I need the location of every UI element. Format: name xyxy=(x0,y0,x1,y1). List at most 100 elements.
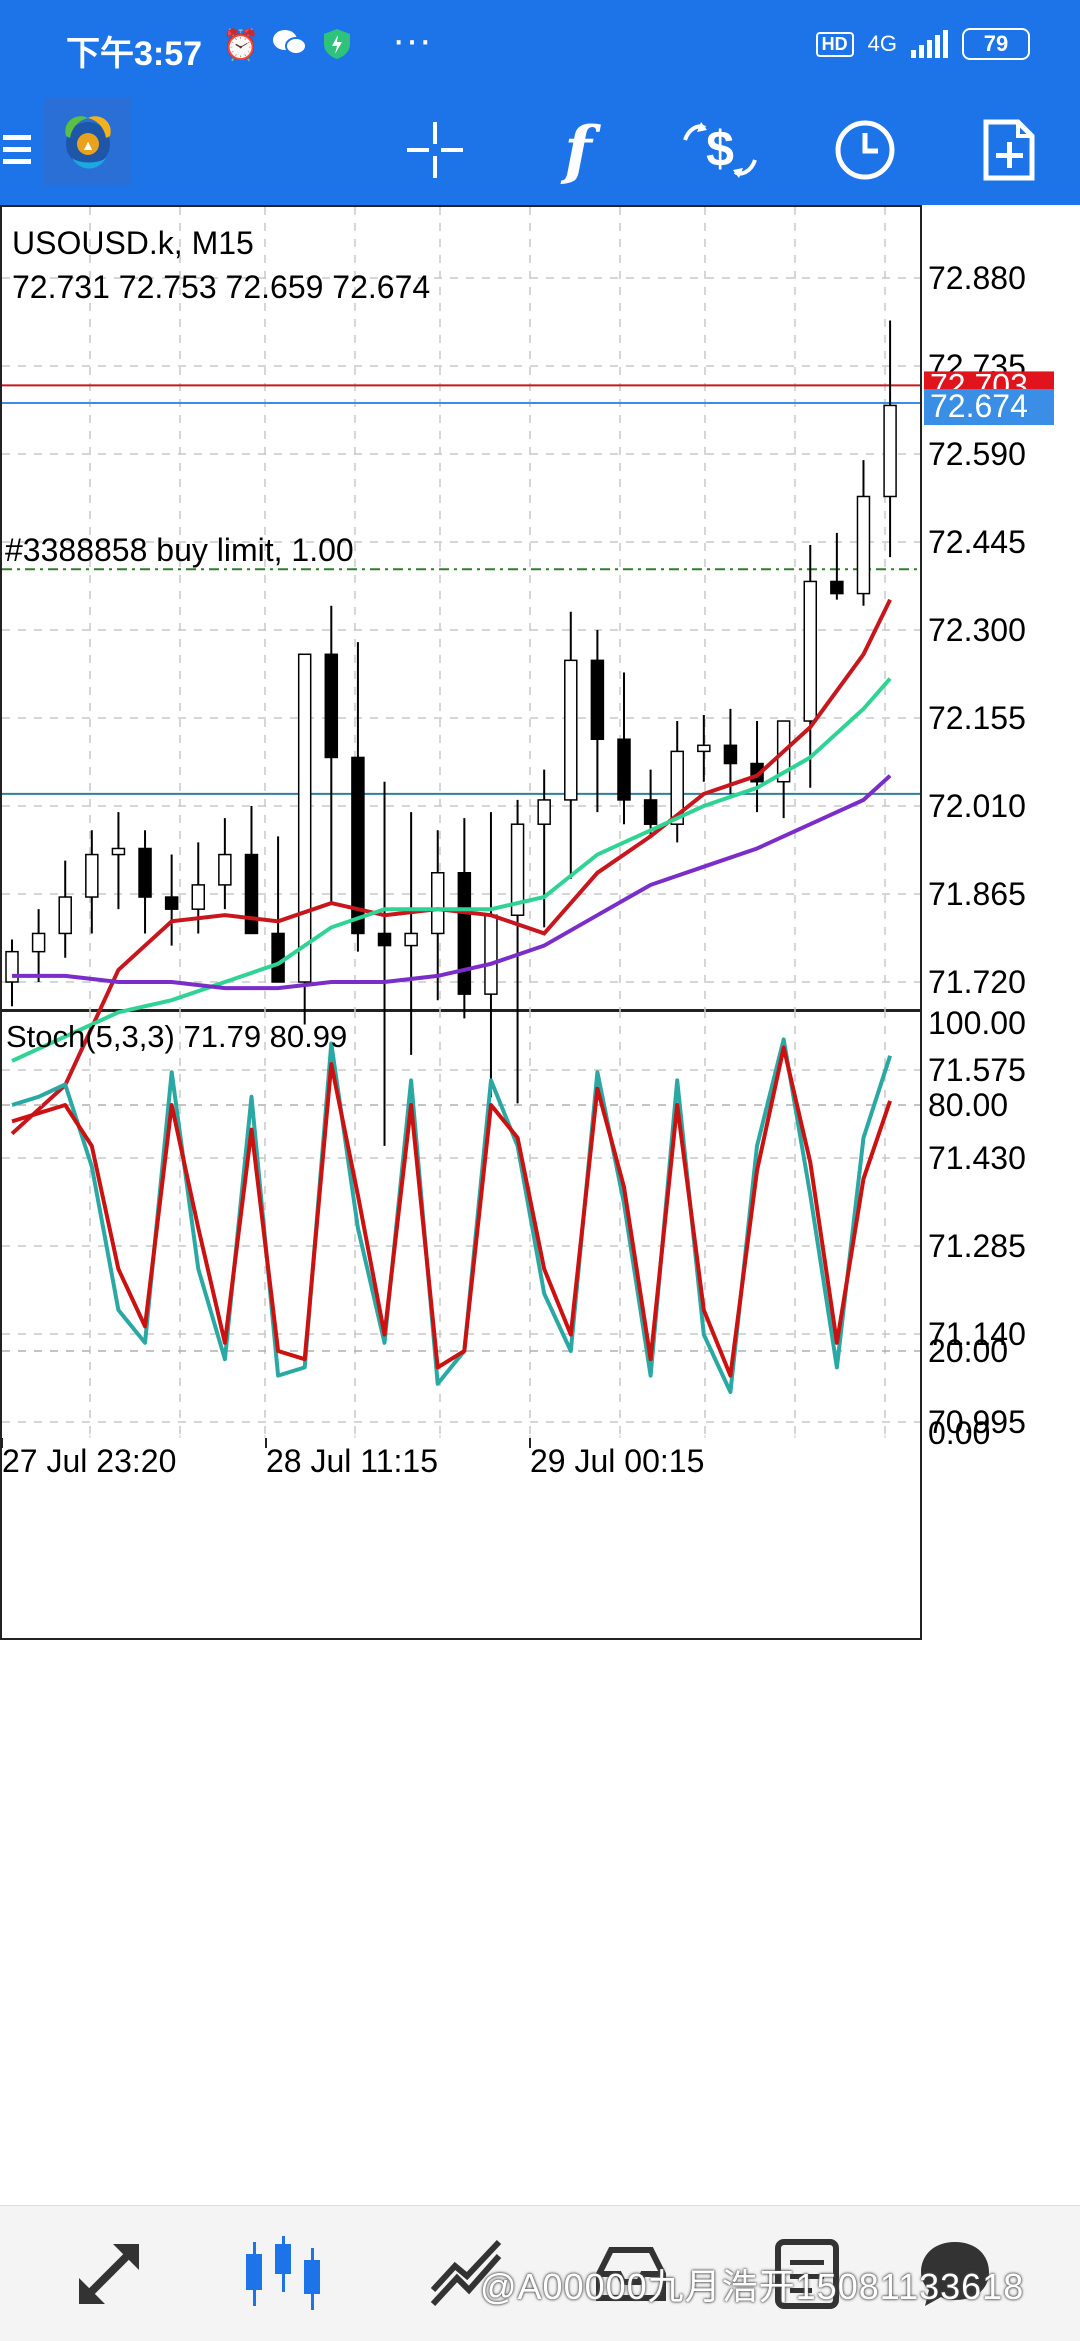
price-chart[interactable]: 72.88072.73572.59072.44572.30072.15572.0… xyxy=(0,205,1080,2205)
moving-average-line xyxy=(11,677,892,1063)
toolbar: ▲ f $ xyxy=(0,95,1080,205)
bid-price-tag xyxy=(924,389,1054,426)
bottom-navigation: @A00000九月浩开15081133618 xyxy=(0,2205,1080,2341)
stoch-line xyxy=(11,1045,892,1378)
candle-body xyxy=(697,744,711,753)
price-axis-label: 72.590 xyxy=(928,436,1026,472)
candle-body xyxy=(324,653,339,759)
candle-body xyxy=(191,884,206,910)
price-axis-label: 72.010 xyxy=(928,788,1026,824)
status-time: 下午3:57 xyxy=(66,35,203,73)
status-bar: 下午3:57 ⏰ ··· HD 4G 79 xyxy=(0,0,1080,95)
top-app-bar: 下午3:57 ⏰ ··· HD 4G 79 ▲ xyxy=(0,0,1080,205)
stoch-axis: 100.00 80.00 20.00 0.00 xyxy=(928,1005,1026,1451)
wechat-icon xyxy=(272,28,308,66)
bid-price-tag-label: 72.674 xyxy=(930,388,1028,424)
candle-body xyxy=(643,799,658,825)
quotes-icon[interactable] xyxy=(54,2224,164,2324)
status-right: HD 4G 79 xyxy=(815,28,1030,60)
indicators-label: f xyxy=(564,112,592,188)
stoch-line xyxy=(11,1037,893,1394)
price-axis-label: 71.285 xyxy=(928,1228,1026,1264)
stoch-lines xyxy=(11,1037,893,1394)
candle-body xyxy=(510,823,525,916)
hd-badge: HD xyxy=(815,31,854,57)
price-axis-label: 71.720 xyxy=(928,964,1026,1000)
battery-indicator: 79 xyxy=(962,28,1030,60)
candle-body xyxy=(218,853,232,886)
watermark-text: @A00000九月浩开15081133618 xyxy=(480,2266,1025,2307)
stoch-axis-label: 100.00 xyxy=(928,1005,1026,1041)
new-order-icon[interactable] xyxy=(974,95,1044,205)
period-clock-icon[interactable] xyxy=(830,95,900,205)
chart-icon[interactable] xyxy=(228,2224,338,2324)
stoch-label: Stoch(5,3,3) 71.79 80.99 xyxy=(6,1019,347,1054)
horizontal-lines xyxy=(2,384,920,795)
indicators-icon[interactable]: f xyxy=(548,95,608,205)
time-axis: 27 Jul 23:20 28 Jul 11:15 29 Jul 00:15 xyxy=(1,1438,704,1479)
candle-body xyxy=(617,738,631,801)
stoch-axis-label: 0.00 xyxy=(928,1415,990,1451)
candle-body xyxy=(484,914,498,995)
stoch-axis-label: 80.00 xyxy=(928,1087,1008,1123)
time-axis-label: 29 Jul 00:15 xyxy=(530,1443,704,1479)
moving-average-line xyxy=(10,598,892,1136)
candle-body xyxy=(377,932,392,947)
price-axis-label: 72.880 xyxy=(928,260,1026,296)
svg-text:$: $ xyxy=(706,121,734,177)
journal-icon[interactable] xyxy=(752,2224,862,2324)
candle-body xyxy=(457,872,472,995)
candle-body xyxy=(138,847,152,898)
signal-icon xyxy=(911,30,948,58)
candle-body xyxy=(58,896,72,935)
price-axis-label: 71.140 xyxy=(928,1316,1026,1352)
price-axis-label: 72.300 xyxy=(928,612,1026,648)
price-axis-label: 72.155 xyxy=(928,700,1026,736)
candle-body xyxy=(590,659,605,740)
candle-body xyxy=(31,932,46,953)
more-status-icon: ··· xyxy=(392,18,432,62)
security-shield-icon xyxy=(322,28,352,68)
price-axis-label: 70.995 xyxy=(928,1404,1026,1440)
metatrader-logo[interactable]: ▲ xyxy=(44,98,132,186)
candle-body xyxy=(830,580,844,595)
trade-nav-icon[interactable] xyxy=(412,2224,522,2324)
order-label: #3388858 buy limit, 1.00 xyxy=(5,532,354,568)
stoch-axis-label: 20.00 xyxy=(928,1333,1008,1369)
menu-icon[interactable] xyxy=(0,95,34,205)
messages-icon[interactable] xyxy=(900,2224,1010,2324)
chart-area[interactable]: 72.880 72.735 72.590 72.445 72.300 72.155 72.0… xyxy=(0,205,1080,2205)
trade-icon[interactable]: $ xyxy=(680,95,760,205)
candle-body xyxy=(856,495,871,595)
candle-body xyxy=(670,750,684,825)
candle-body xyxy=(244,853,259,935)
candle-body xyxy=(271,932,285,983)
time-axis-label: 28 Jul 11:15 xyxy=(266,1443,438,1479)
candle-body xyxy=(430,872,445,935)
chart-ohlc-label: 72.731 72.753 72.659 72.674 xyxy=(12,269,430,305)
price-axis: 72.88072.73572.59072.44572.30072.15572.0… xyxy=(928,260,1026,1440)
chart-symbol-label: USOUSD.k, M15 xyxy=(12,225,254,261)
candles xyxy=(5,320,897,1146)
candle-body xyxy=(85,853,99,898)
time-axis-label: 27 Jul 23:20 xyxy=(2,1443,176,1479)
candle-body xyxy=(803,580,818,722)
candle-body xyxy=(111,847,126,856)
crosshair-icon[interactable] xyxy=(400,95,470,205)
candle-body xyxy=(537,799,551,825)
price-axis-label: 71.865 xyxy=(928,876,1026,912)
alarm-icon: ⏰ xyxy=(222,29,260,62)
candle-body xyxy=(164,896,179,910)
candle-body xyxy=(351,756,365,935)
candle-body xyxy=(297,653,312,983)
stoch-panel-frame xyxy=(0,1009,922,1640)
price-axis-label: 71.430 xyxy=(928,1140,1026,1176)
candle-body xyxy=(723,744,738,765)
history-icon[interactable] xyxy=(576,2224,686,2324)
svg-text:▲: ▲ xyxy=(81,137,95,153)
stoch-grid xyxy=(2,1104,920,1438)
candle-body xyxy=(564,659,578,801)
candle-body xyxy=(404,932,418,947)
moving-average-line xyxy=(12,774,892,991)
